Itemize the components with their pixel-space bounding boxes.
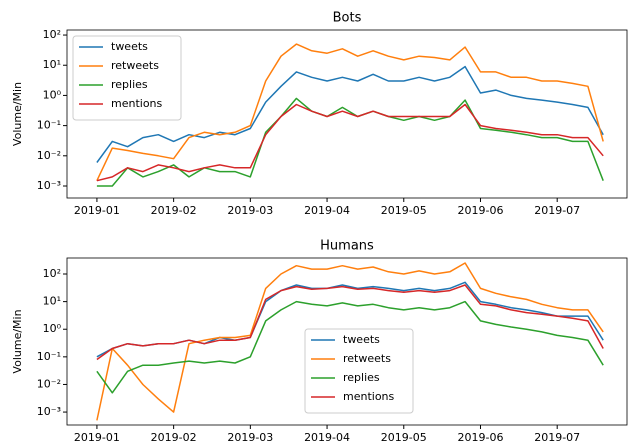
x-tick-label: 2019-03 — [227, 431, 273, 444]
y-tick-label: 10² — [43, 267, 61, 280]
y-tick-label: 10⁻³ — [37, 179, 61, 192]
x-tick-label: 2019-05 — [381, 431, 427, 444]
x-tick-label: 2019-01 — [74, 204, 120, 217]
plot-area — [96, 43, 604, 187]
axes-frame — [66, 257, 628, 426]
chart-title: Bots — [333, 11, 362, 26]
x-tick-label: 2019-07 — [534, 204, 580, 217]
y-tick-label: 10⁻¹ — [37, 350, 61, 363]
x-tick-label: 2019-02 — [151, 431, 197, 444]
y-tick-label: 10⁻³ — [37, 405, 61, 418]
y-tick-label: 10⁻² — [37, 149, 61, 162]
x-tick-label: 2019-03 — [227, 204, 273, 217]
y-axis-label: Volume/Min — [11, 309, 24, 373]
x-tick-label: 2019-07 — [534, 431, 580, 444]
chart-title: Humans — [320, 239, 374, 254]
line-series — [96, 97, 604, 187]
y-tick-label: 10⁰ — [43, 88, 62, 101]
legend-label: tweets — [343, 333, 380, 346]
x-tick-label: 2019-05 — [381, 204, 427, 217]
legend-label: replies — [343, 371, 380, 384]
line-series — [96, 262, 604, 421]
y-tick-label: 10⁰ — [43, 322, 62, 335]
x-tick-label: 2019-02 — [151, 204, 197, 217]
axes-frame — [66, 29, 628, 199]
legend-label: retweets — [111, 59, 159, 72]
legend-box — [72, 35, 182, 121]
y-tick-label: 10¹ — [43, 58, 61, 71]
y-axis-label: Volume/Min — [11, 82, 24, 146]
y-tick-label: 10¹ — [43, 295, 61, 308]
plot-area — [96, 262, 604, 421]
y-tick-label: 10⁻¹ — [37, 119, 61, 132]
line-series — [96, 284, 604, 361]
x-tick-label: 2019-04 — [304, 431, 350, 444]
y-tick-label: 10² — [43, 28, 61, 41]
line-series — [96, 43, 604, 182]
legend-label: retweets — [343, 352, 391, 365]
legend-label: mentions — [111, 97, 163, 110]
y-tick-label: 10⁻² — [37, 377, 61, 390]
line-series — [96, 300, 604, 394]
x-tick-label: 2019-06 — [457, 204, 503, 217]
line-series — [96, 65, 604, 163]
x-tick-label: 2019-04 — [304, 204, 350, 217]
legend-box — [304, 328, 414, 414]
x-tick-label: 2019-06 — [457, 431, 503, 444]
legend-label: tweets — [111, 40, 148, 53]
x-tick-label: 2019-01 — [74, 431, 120, 444]
line-series — [96, 103, 604, 182]
legend-label: mentions — [343, 390, 395, 403]
legend-label: replies — [111, 78, 148, 91]
